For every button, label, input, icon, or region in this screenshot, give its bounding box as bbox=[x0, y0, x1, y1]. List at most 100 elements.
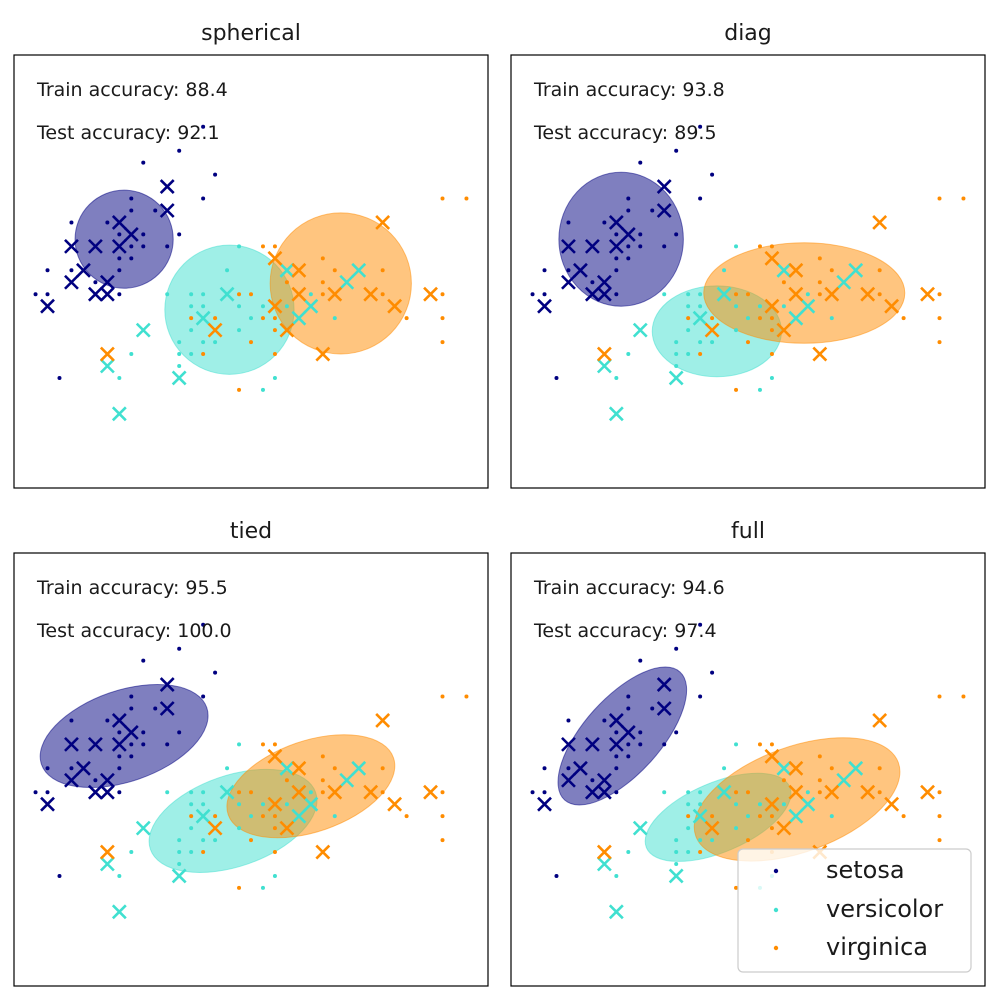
test-point-virginica bbox=[315, 844, 331, 860]
test-point-virginica bbox=[764, 748, 780, 764]
test-point-versicolor bbox=[111, 406, 127, 422]
train-point-virginica bbox=[332, 766, 337, 771]
train-point-virginica bbox=[260, 742, 265, 747]
train-point-setosa bbox=[698, 622, 703, 627]
train-point-versicolor bbox=[189, 826, 194, 831]
train-point-setosa bbox=[153, 208, 158, 213]
train-point-virginica bbox=[320, 292, 325, 297]
train-point-setosa bbox=[542, 268, 547, 273]
train-point-versicolor bbox=[746, 316, 750, 321]
test-point-setosa bbox=[584, 784, 600, 800]
train-point-versicolor bbox=[201, 838, 206, 843]
test-point-versicolor bbox=[303, 796, 319, 812]
test-point-setosa bbox=[76, 760, 91, 776]
test-point-versicolor bbox=[776, 262, 792, 278]
test-point-virginica bbox=[872, 713, 888, 728]
test-point-virginica bbox=[363, 784, 379, 800]
test-point-setosa bbox=[40, 298, 55, 314]
train-point-versicolor bbox=[225, 766, 230, 771]
train-point-versicolor bbox=[686, 328, 691, 333]
train-point-virginica bbox=[440, 316, 445, 321]
train-point-versicolor bbox=[129, 352, 134, 357]
train-point-virginica bbox=[817, 754, 822, 759]
train-point-virginica bbox=[320, 256, 325, 261]
train-point-virginica bbox=[440, 196, 445, 201]
ellipse-setosa bbox=[74, 189, 174, 289]
train-point-versicolor bbox=[626, 352, 631, 357]
train-point-versicolor bbox=[698, 292, 703, 297]
train-point-versicolor bbox=[686, 826, 691, 831]
train-point-setosa bbox=[542, 790, 547, 795]
train-point-versicolor bbox=[698, 838, 703, 843]
train-point-versicolor bbox=[189, 850, 194, 855]
train-point-versicolor bbox=[710, 838, 715, 843]
train-point-virginica bbox=[769, 826, 774, 831]
train-point-virginica bbox=[757, 316, 762, 321]
train-point-versicolor bbox=[805, 292, 810, 297]
train-point-setosa bbox=[45, 268, 50, 273]
train-point-virginica bbox=[769, 316, 774, 321]
train-point-setosa bbox=[530, 790, 535, 795]
legend-label-setosa: setosa bbox=[826, 856, 905, 884]
train-point-virginica bbox=[249, 790, 253, 795]
test-point-setosa bbox=[123, 725, 139, 740]
train-point-virginica bbox=[769, 328, 774, 333]
train-point-versicolor bbox=[686, 790, 691, 795]
train-point-versicolor bbox=[769, 375, 774, 380]
test-point-versicolor bbox=[291, 808, 307, 824]
train-point-virginica bbox=[769, 244, 774, 249]
train-point-setosa bbox=[674, 646, 679, 651]
test-point-virginica bbox=[387, 796, 403, 812]
train-point-virginica bbox=[272, 742, 277, 747]
train-point-versicolor bbox=[332, 316, 337, 321]
train-point-setosa bbox=[614, 268, 619, 273]
train-point-virginica bbox=[284, 778, 289, 783]
panel-spherical: spherical Train accuracy: 88.4 Test accura… bbox=[13, 21, 489, 489]
train-point-virginica bbox=[734, 885, 739, 890]
train-point-setosa bbox=[33, 790, 38, 795]
test-point-virginica bbox=[267, 796, 283, 812]
train-point-setosa bbox=[69, 718, 74, 723]
test-point-setosa bbox=[561, 772, 576, 788]
train-point-setosa bbox=[129, 244, 134, 249]
train-point-setosa bbox=[165, 742, 170, 747]
train-point-setosa bbox=[213, 172, 218, 177]
test-point-setosa bbox=[64, 772, 79, 788]
train-point-virginica bbox=[320, 754, 325, 759]
test-point-virginica bbox=[291, 784, 307, 800]
axes-frame bbox=[510, 552, 986, 987]
test-point-virginica bbox=[860, 286, 876, 302]
train-point-setosa bbox=[177, 232, 182, 237]
train-point-virginica bbox=[464, 694, 469, 699]
train-point-versicolor bbox=[177, 861, 182, 866]
train-point-versicolor bbox=[674, 363, 679, 368]
train-point-versicolor bbox=[177, 352, 182, 357]
train-point-virginica bbox=[746, 838, 750, 843]
train-point-setosa bbox=[177, 730, 182, 735]
train-point-setosa bbox=[542, 292, 547, 297]
train-point-virginica bbox=[404, 814, 409, 819]
test-point-virginica bbox=[267, 250, 283, 266]
train-point-setosa bbox=[93, 280, 98, 285]
test-point-setosa bbox=[111, 736, 127, 752]
train-point-virginica bbox=[769, 352, 774, 357]
train-point-versicolor bbox=[674, 352, 679, 357]
test-point-virginica bbox=[824, 286, 840, 302]
train-point-versicolor bbox=[308, 790, 313, 795]
test-point-virginica bbox=[207, 322, 223, 338]
train-point-setosa bbox=[590, 778, 595, 783]
train-point-virginica bbox=[829, 268, 834, 273]
train-point-versicolor bbox=[213, 340, 218, 345]
train-point-setosa bbox=[698, 694, 703, 699]
train-point-versicolor bbox=[237, 742, 242, 747]
train-point-virginica bbox=[249, 340, 253, 345]
test-point-setosa bbox=[584, 736, 600, 752]
train-point-virginica bbox=[757, 244, 762, 249]
train-point-versicolor bbox=[117, 873, 122, 878]
train-point-versicolor bbox=[177, 340, 182, 345]
train-point-versicolor bbox=[284, 304, 289, 309]
test-point-virginica bbox=[704, 322, 720, 338]
train-point-versicolor bbox=[201, 292, 206, 297]
train-point-setosa bbox=[201, 622, 206, 627]
train-point-versicolor bbox=[686, 304, 691, 309]
